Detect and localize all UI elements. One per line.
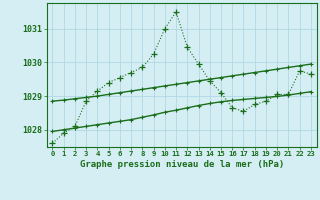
X-axis label: Graphe pression niveau de la mer (hPa): Graphe pression niveau de la mer (hPa) [80,160,284,169]
